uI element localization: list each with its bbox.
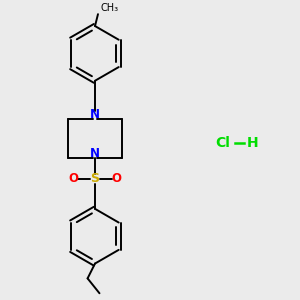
Text: CH₃: CH₃ — [101, 3, 119, 13]
Text: S: S — [91, 172, 100, 185]
Text: N: N — [90, 108, 100, 122]
Text: H: H — [247, 136, 258, 150]
Text: O: O — [111, 172, 122, 185]
Text: Cl: Cl — [215, 136, 230, 150]
Text: N: N — [90, 147, 100, 160]
Text: O: O — [69, 172, 79, 185]
